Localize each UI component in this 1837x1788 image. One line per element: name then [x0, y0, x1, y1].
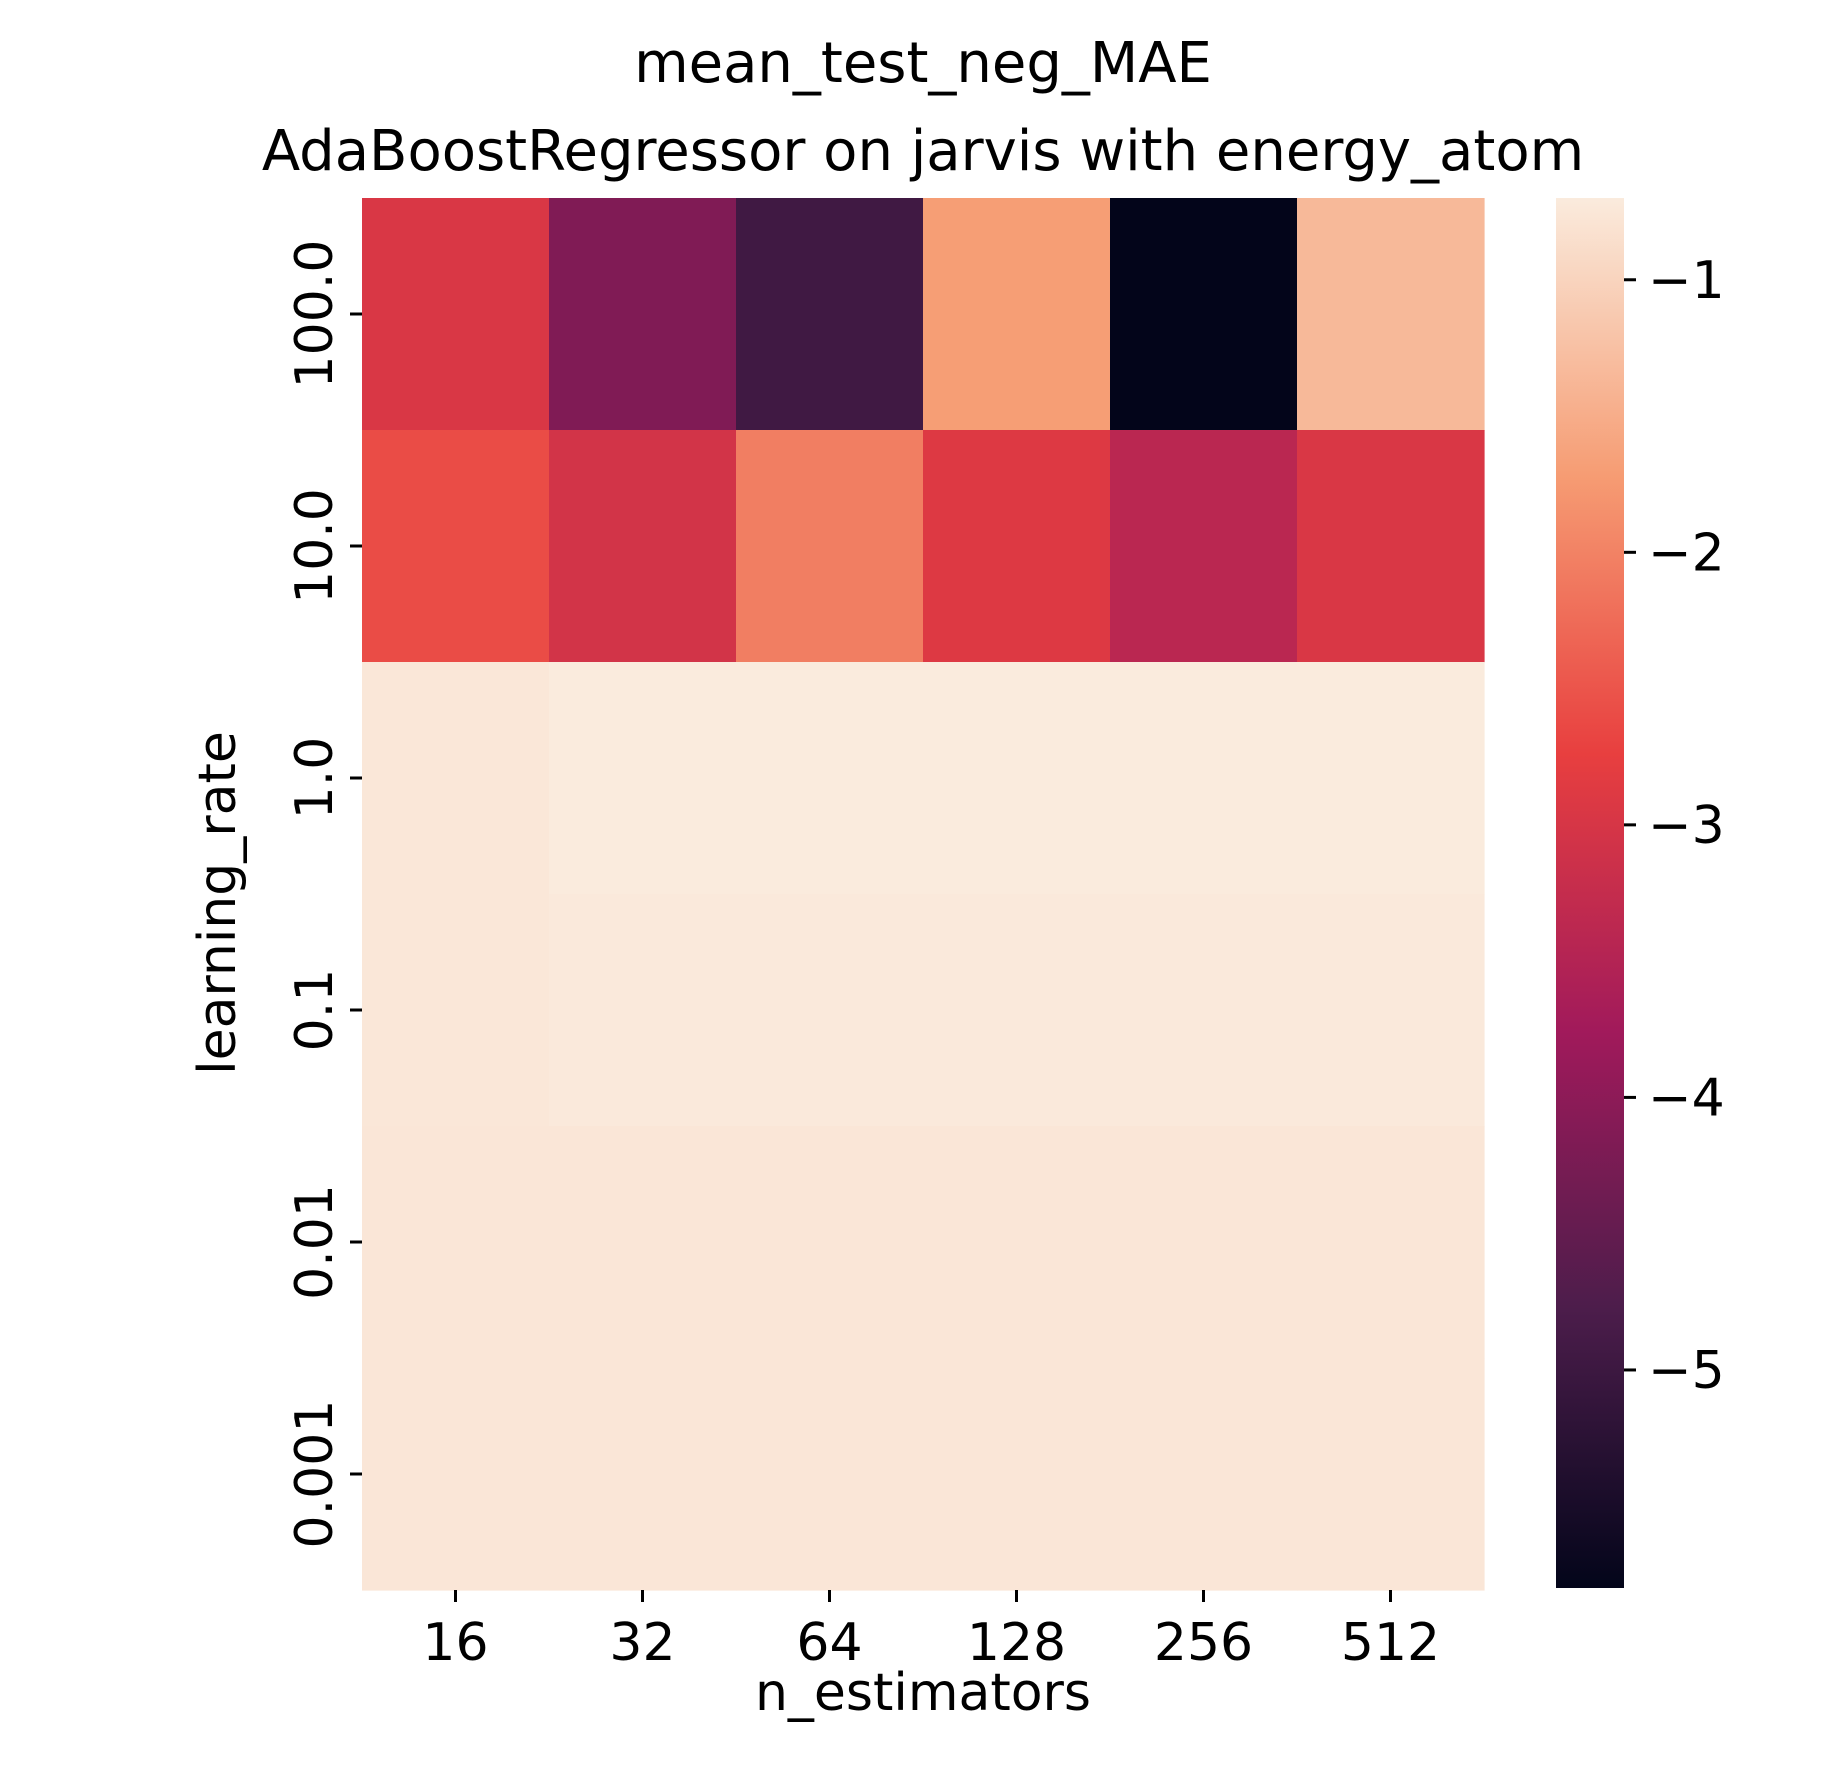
heatmap-cell — [736, 1358, 924, 1591]
heatmap-cell — [736, 662, 924, 895]
colorbar-ticks: −1 −2 −3 −4 −5 — [1624, 251, 1725, 1401]
heatmap-cell — [549, 430, 737, 663]
heatmap-cell — [1297, 662, 1485, 895]
heatmap-cell — [1297, 198, 1485, 431]
x-axis-label: n_estimators — [755, 1663, 1091, 1723]
y-axis-ticks: 100.0 10.0 1.0 0.1 0.01 0.001 — [285, 240, 362, 1549]
x-tick-label: 256 — [1154, 1613, 1253, 1673]
heatmap-cell — [362, 662, 550, 895]
chart-subtitle: AdaBoostRegressor on jarvis with energy_… — [262, 119, 1584, 184]
x-tick-label: 512 — [1341, 1613, 1440, 1673]
heatmap-cell — [1110, 1126, 1298, 1359]
heatmap-cell — [1110, 894, 1298, 1127]
colorbar-tick-label: −4 — [1648, 1068, 1725, 1128]
heatmap-cell — [362, 1358, 550, 1591]
y-tick-label: 1.0 — [285, 737, 345, 820]
colorbar-tick-label: −5 — [1648, 1341, 1725, 1401]
heatmap-cell — [1110, 430, 1298, 663]
heatmap-cell — [362, 198, 550, 431]
colorbar — [1556, 198, 1624, 1588]
heatmap-cell — [923, 430, 1111, 663]
heatmap-cell — [736, 894, 924, 1127]
heatmap-cells — [362, 198, 1485, 1591]
heatmap-cell — [1297, 1126, 1485, 1359]
y-tick-label: 0.001 — [285, 1400, 345, 1549]
x-tick-label: 32 — [609, 1613, 675, 1673]
heatmap-cell — [736, 198, 924, 431]
heatmap-cell — [923, 198, 1111, 431]
heatmap-cell — [736, 430, 924, 663]
heatmap-cell — [549, 198, 737, 431]
heatmap-cell — [923, 662, 1111, 895]
heatmap-cell — [549, 662, 737, 895]
heatmap-cell — [362, 1126, 550, 1359]
colorbar-tick-label: −1 — [1648, 251, 1725, 311]
y-tick-label: 10.0 — [285, 488, 345, 604]
colorbar-tick-label: −3 — [1648, 796, 1725, 856]
chart-title: mean_test_neg_MAE — [634, 31, 1212, 96]
heatmap-cell — [1110, 198, 1298, 431]
heatmap-cell — [923, 1358, 1111, 1591]
heatmap-cell — [362, 430, 550, 663]
y-tick-label: 0.01 — [285, 1184, 345, 1300]
heatmap-cell — [549, 1126, 737, 1359]
x-tick-label: 16 — [422, 1613, 488, 1673]
y-tick-label: 0.1 — [285, 969, 345, 1052]
heatmap-cell — [1297, 894, 1485, 1127]
heatmap-cell — [1110, 662, 1298, 895]
y-tick-label: 100.0 — [285, 240, 345, 389]
x-tick-label: 64 — [796, 1613, 862, 1673]
heatmap-cell — [1110, 1358, 1298, 1591]
heatmap-cell — [549, 1358, 737, 1591]
x-axis-ticks: 16 32 64 128 256 512 — [422, 1590, 1440, 1673]
heatmap-cell — [549, 894, 737, 1127]
colorbar-tick-label: −2 — [1648, 523, 1725, 583]
heatmap-cell — [1297, 1358, 1485, 1591]
heatmap-cell — [923, 1126, 1111, 1359]
heatmap-cell — [362, 894, 550, 1127]
heatmap-cell — [736, 1126, 924, 1359]
heatmap-cell — [1297, 430, 1485, 663]
heatmap-cell — [923, 894, 1111, 1127]
y-axis-label: learning_rate — [188, 731, 248, 1075]
x-tick-label: 128 — [967, 1613, 1066, 1673]
